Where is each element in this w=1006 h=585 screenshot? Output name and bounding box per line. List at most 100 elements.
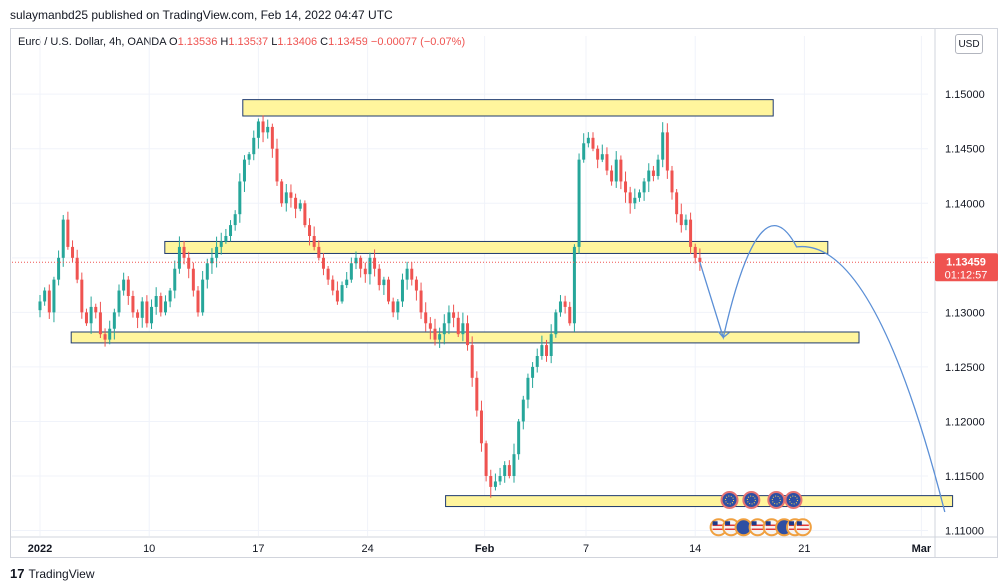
candle-body [396,301,400,313]
candle-body [247,154,251,160]
support-resistance-zone [242,99,774,117]
candle-body [52,279,56,313]
candle-body [414,279,418,291]
candle-body [363,268,367,275]
candle-body [345,279,349,286]
price-tick-label: 1.11000 [945,526,984,538]
candle-body [438,334,442,340]
candle-body [577,159,581,247]
candle-body [224,236,228,242]
time-tick-label: 17 [252,543,264,555]
candle-body [308,225,312,236]
candle-body [675,192,679,215]
candle-body [71,246,75,258]
candle-body [489,476,493,487]
candle-body [531,366,535,378]
candle-body [410,268,414,280]
candle-body [335,290,339,302]
candle-body [368,257,372,275]
time-tick-label: 21 [798,543,810,555]
us-flag-canton-icon [751,521,757,526]
candle-body [400,279,404,302]
candle-body [75,257,79,280]
candle-body [428,323,432,329]
candle-body [466,323,470,346]
us-flag-canton-icon [725,521,731,526]
candle-body [219,241,223,247]
support-resistance-zone [445,495,954,508]
candle-body [461,323,465,335]
candle-body [238,181,242,215]
candle-body [131,296,135,313]
candle-body [456,317,460,335]
events-group [709,491,812,537]
currency-button[interactable]: USD [955,34,983,54]
candle-body [196,290,200,313]
candle-body [391,301,395,313]
candle-body [270,126,274,149]
candle-body [215,246,219,258]
candle-body [89,306,93,324]
change-value: −0.00077 (−0.07%) [370,36,466,48]
price-tick-label: 1.14000 [945,198,985,210]
candle-body [512,454,516,476]
time-tick-label: Feb [475,543,495,555]
price-tick-label: 1.11500 [945,471,984,483]
candle-body [354,257,358,264]
price-tick-label: 1.12000 [945,416,985,428]
candle-body [289,192,293,198]
candle-body [163,301,167,313]
time-tick-label: 14 [689,543,701,555]
low-label: L [271,36,278,48]
candle-body [294,197,298,209]
candle-body [312,236,316,247]
candle-body [605,154,609,171]
candle-body [517,421,521,455]
last-price-label: 1.13459 [946,256,986,268]
candle-body [647,170,651,182]
publisher-info: sulaymanbd25 published on TradingView.co… [10,8,393,22]
candle-body [563,301,567,307]
candle-body [479,410,483,444]
candle-body [600,154,604,160]
last-price-tag-bg [935,253,998,282]
candle-body [145,301,149,324]
candle-body [526,377,530,400]
candle-body [665,132,669,171]
projection-arrow-icon [717,331,730,339]
candle-body [117,290,121,313]
candle-body [596,148,600,160]
candle-body [210,257,214,264]
candle-body [126,279,130,296]
candle-body [256,121,260,138]
candle-body [61,219,65,258]
symbol-title: Euro / U.S. Dollar, 4h, OANDA [18,36,166,48]
us-flag-canton-icon [712,521,718,526]
candle-body [103,334,107,340]
candle-body [419,290,423,313]
time-tick-label: Mar [912,543,932,555]
candle-body [331,279,335,291]
price-tick-label: 1.12500 [945,362,985,374]
candle-body [284,192,288,204]
candle-body [112,312,116,329]
eu-flag-event-icon [784,491,803,509]
eu-flag-event-icon [742,491,761,509]
candles-group [38,115,702,498]
candle-body [187,257,191,269]
candle-body [66,219,70,247]
candle-body [201,279,205,313]
candle-body [470,345,474,378]
candle-body [38,301,42,311]
candle-body [558,301,562,313]
chart-frame [10,28,998,558]
candle-body [545,345,549,356]
candle-body [233,214,237,226]
candle-body [387,279,391,302]
candle-body [98,312,102,335]
candle-body [298,203,302,209]
support-resistance-zone [164,240,829,254]
close-value: 1.13459 [328,36,368,48]
candle-body [377,268,381,286]
